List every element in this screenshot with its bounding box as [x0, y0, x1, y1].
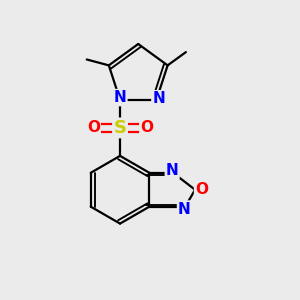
Text: O: O	[87, 120, 100, 135]
Text: O: O	[195, 182, 208, 197]
Text: O: O	[140, 120, 153, 135]
Text: N: N	[114, 90, 126, 105]
Text: N: N	[152, 91, 165, 106]
Text: N: N	[178, 202, 191, 217]
Text: N: N	[166, 163, 178, 178]
Text: S: S	[113, 119, 127, 137]
